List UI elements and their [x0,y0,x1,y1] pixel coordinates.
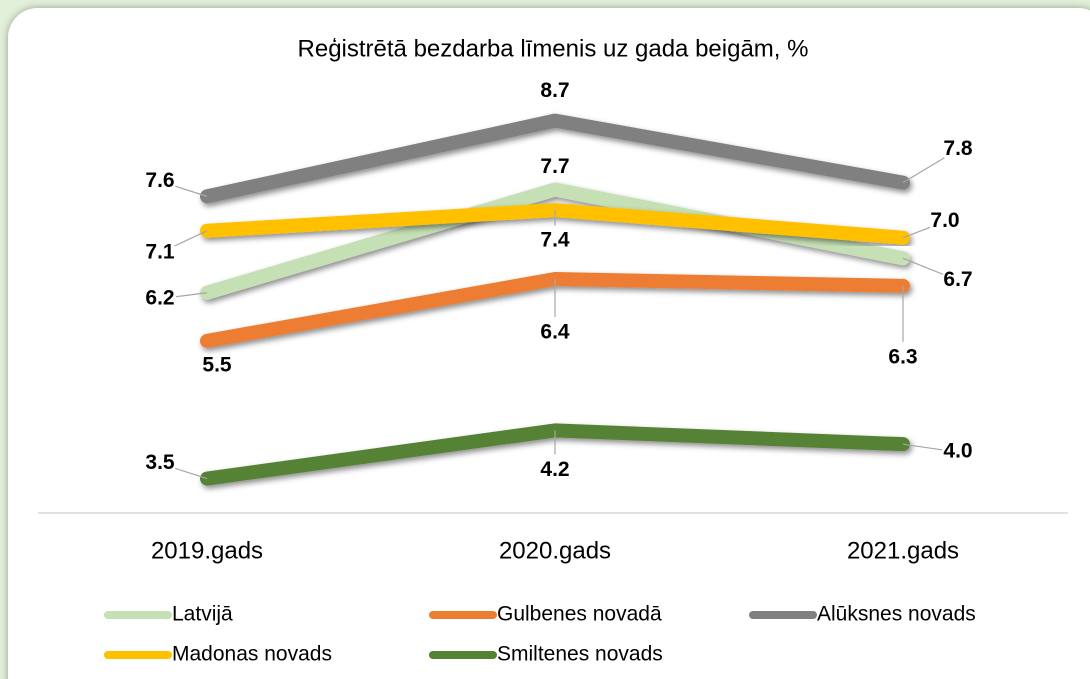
chart-title: Reģistrētā bezdarba līmenis uz gada beig… [298,35,809,62]
data-label: 3.5 [145,451,175,474]
legend-label: Smiltenes novads [497,643,663,666]
x-tick-label: 2019.gads [151,537,263,564]
data-label: 7.7 [540,155,569,178]
leader-line [902,157,945,184]
data-label: 4.2 [540,458,569,481]
data-label: 7.6 [145,169,174,192]
line [200,203,910,245]
leader-line [174,230,208,247]
data-label: 6.2 [145,286,174,309]
legend-label: Latvijā [172,603,233,626]
data-label: 8.7 [540,79,569,102]
leader-line [902,226,931,239]
leader-line [175,292,208,298]
line [200,113,910,204]
data-label: 7.0 [930,209,959,232]
x-tick-label: 2021.gads [847,537,959,564]
leader-line [175,185,208,197]
leader-line [902,257,944,275]
legend-label: Madonas novads [172,643,332,666]
data-label: 7.4 [540,229,570,252]
data-label: 5.5 [202,353,232,376]
x-tick-label: 2020.gads [499,537,611,564]
legend-label: Gulbenes novadā [497,603,662,626]
data-label: 4.0 [943,440,972,463]
leader-line [175,467,208,480]
data-label: 6.4 [540,321,570,344]
leader-line [902,443,943,451]
data-label: 6.3 [888,345,917,368]
data-label: 7.8 [943,137,973,160]
legend-label: Alūksnes novads [817,603,976,626]
data-label: 6.7 [943,268,972,291]
data-label: 7.1 [145,240,175,263]
